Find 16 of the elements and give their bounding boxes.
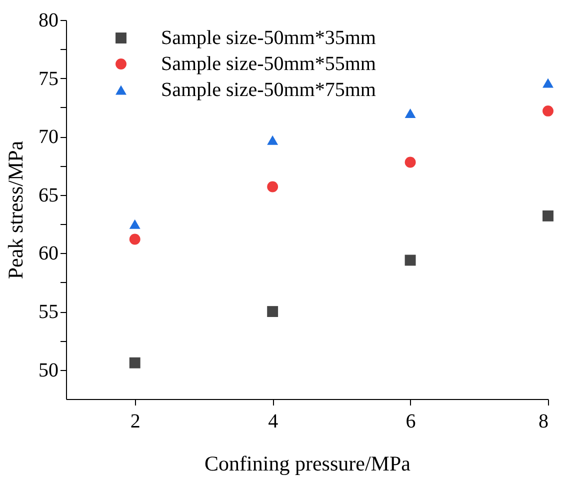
legend-label: Sample size-50mm*55mm	[161, 53, 376, 75]
y-tick-label: 50	[38, 359, 58, 382]
y-tick-label: 60	[38, 242, 58, 265]
y-tick-label: 75	[38, 68, 58, 90]
x-tick-label: 8	[538, 410, 548, 432]
x-tick-label: 2	[130, 410, 140, 432]
y-tick-label: 80	[38, 10, 58, 32]
y-tick-label: 65	[38, 184, 58, 206]
y-tick-label: 55	[38, 301, 58, 324]
legend-label: Sample size-50mm*35mm	[161, 27, 376, 49]
y-axis-title: Peak stress/MPa	[4, 140, 28, 280]
x-tick-label: 6	[406, 410, 416, 432]
x-axis-title: Confining pressure/MPa	[204, 452, 412, 476]
x-tick-label: 4	[268, 410, 278, 432]
legend-label: Sample size-50mm*75mm	[161, 79, 376, 101]
y-tick-label: 70	[38, 126, 58, 148]
